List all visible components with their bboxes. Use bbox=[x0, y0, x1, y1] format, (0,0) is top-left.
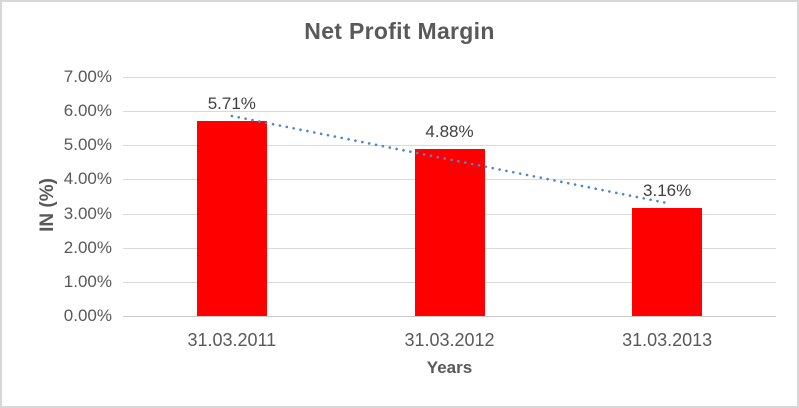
chart-title: Net Profit Margin bbox=[304, 18, 495, 44]
y-axis-tick-label: 1.00% bbox=[63, 271, 112, 291]
y-axis-tick-label: 2.00% bbox=[63, 237, 112, 257]
x-axis-tick-label: 31.03.2013 bbox=[622, 330, 713, 350]
x-axis-tick-label: 31.03.2011 bbox=[187, 330, 277, 350]
bar bbox=[196, 121, 267, 316]
y-axis-tick-label: 3.00% bbox=[63, 203, 112, 223]
y-axis-tick-label: 4.00% bbox=[63, 169, 112, 189]
bar bbox=[632, 208, 703, 316]
bar bbox=[414, 149, 485, 316]
bar-data-label: 4.88% bbox=[425, 122, 474, 142]
y-axis-tick-label: 6.00% bbox=[63, 101, 112, 121]
y-gridline bbox=[123, 111, 776, 113]
x-axis-line bbox=[123, 316, 776, 317]
y-axis-tick-label: 0.00% bbox=[63, 306, 112, 325]
y-axis-tick-label: 7.00% bbox=[63, 67, 112, 86]
plot-area: 5.71% 4.88% 3.16% bbox=[123, 77, 776, 317]
x-axis-title: Years bbox=[426, 358, 473, 377]
x-axis-tick-label: 31.03.2012 bbox=[404, 330, 495, 350]
bar-data-label: 3.16% bbox=[643, 181, 692, 201]
y-axis-tick-label: 5.00% bbox=[63, 135, 112, 155]
y-gridline bbox=[123, 77, 776, 78]
bar-data-label: 5.71% bbox=[207, 94, 256, 114]
